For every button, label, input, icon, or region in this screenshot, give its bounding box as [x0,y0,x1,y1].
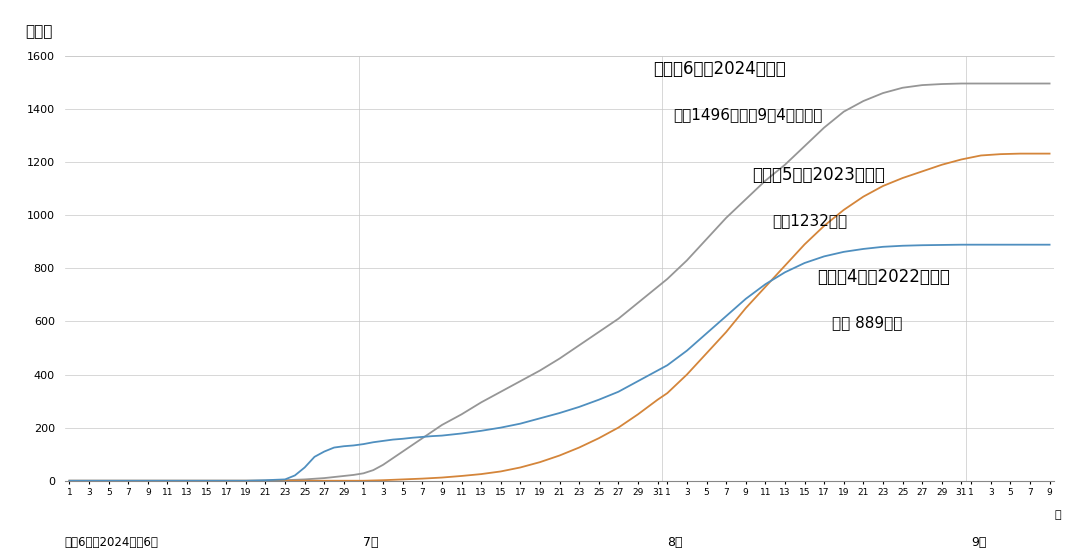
Text: のべ1496地域（9月4日まで）: のべ1496地域（9月4日まで） [674,107,823,122]
Text: 【令和5年（2023年）】: 【令和5年（2023年）】 [752,167,886,184]
Text: 令和6年（2024年）6月: 令和6年（2024年）6月 [65,536,158,549]
Text: 【令和4年（2022年）】: 【令和4年（2022年）】 [817,268,950,286]
Text: 9月: 9月 [972,536,987,549]
Text: 地域数: 地域数 [25,24,53,39]
Text: のべ 889地域: のべ 889地域 [832,315,902,330]
Text: 日: 日 [1054,510,1061,520]
Text: 8月: 8月 [667,536,683,549]
Text: のべ1232地域: のべ1232地域 [773,213,848,228]
Text: 7月: 7月 [364,536,379,549]
Text: 【令和6年（2024年）】: 【令和6年（2024年）】 [653,60,787,78]
